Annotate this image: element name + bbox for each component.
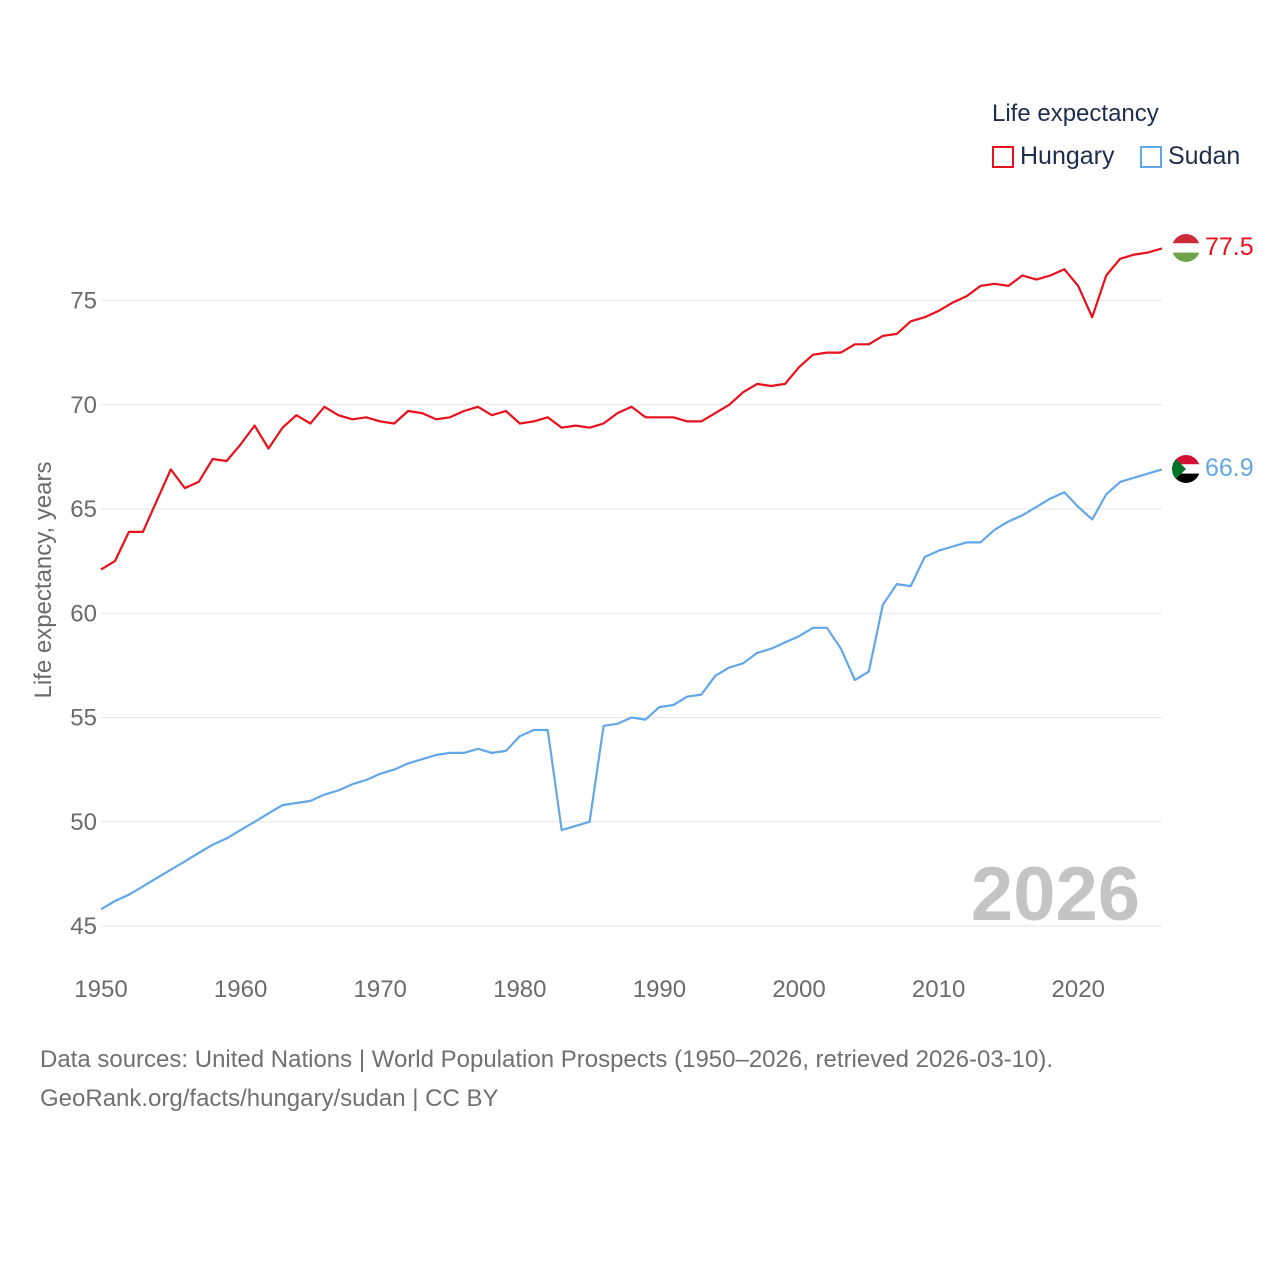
legend-swatch-sudan	[1140, 145, 1162, 168]
x-tick-label: 1960	[214, 976, 267, 1003]
y-tick-label: 75	[70, 288, 97, 315]
y-axis-ticks: 45 50 55 60 65 70 75	[70, 288, 97, 941]
y-tick-label: 70	[70, 392, 97, 419]
end-label-hungary: 77.5	[1205, 233, 1254, 261]
series-line-hungary[interactable]	[100, 247, 1163, 571]
legend-swatch-hungary	[992, 145, 1014, 168]
legend-label-hungary: Hungary	[1020, 142, 1115, 170]
x-tick-label: 2010	[912, 976, 965, 1003]
x-tick-label: 2000	[772, 976, 825, 1003]
data-source-line: Data sources: United Nations | World Pop…	[40, 1046, 1054, 1073]
x-tick-label: 2020	[1052, 976, 1105, 1003]
x-tick-label: 1950	[74, 976, 127, 1003]
y-tick-label: 65	[70, 496, 97, 523]
x-tick-label: 1970	[354, 976, 407, 1003]
x-tick-label: 1990	[633, 976, 686, 1003]
y-tick-label: 55	[70, 705, 97, 732]
legend-label-sudan: Sudan	[1168, 142, 1241, 170]
x-tick-label: 1980	[493, 976, 546, 1003]
sudan-flag-icon	[1172, 455, 1200, 483]
legend-title: Life expectancy	[992, 100, 1159, 127]
y-tick-label: 45	[70, 913, 97, 940]
legend-item-hungary[interactable]: Hungary	[992, 142, 1115, 171]
series-lines	[100, 247, 1163, 911]
hungary-flag-icon	[1172, 234, 1200, 262]
y-axis-label: Life expectancy, years	[30, 461, 57, 698]
x-axis-ticks: 1950 1960 1970 1980 1990 2000 2010 2020	[74, 976, 1105, 1003]
y-tick-label: 60	[70, 600, 97, 627]
attribution-line[interactable]: GeoRank.org/facts/hungary/sudan | CC BY	[40, 1085, 499, 1112]
grid-lines	[101, 300, 1162, 927]
end-label-sudan: 66.9	[1205, 454, 1254, 482]
series-line-sudan[interactable]	[100, 468, 1163, 911]
current-year-watermark: 2026	[971, 852, 1140, 937]
y-tick-label: 50	[70, 809, 97, 836]
legend-item-sudan[interactable]: Sudan	[1140, 142, 1240, 171]
